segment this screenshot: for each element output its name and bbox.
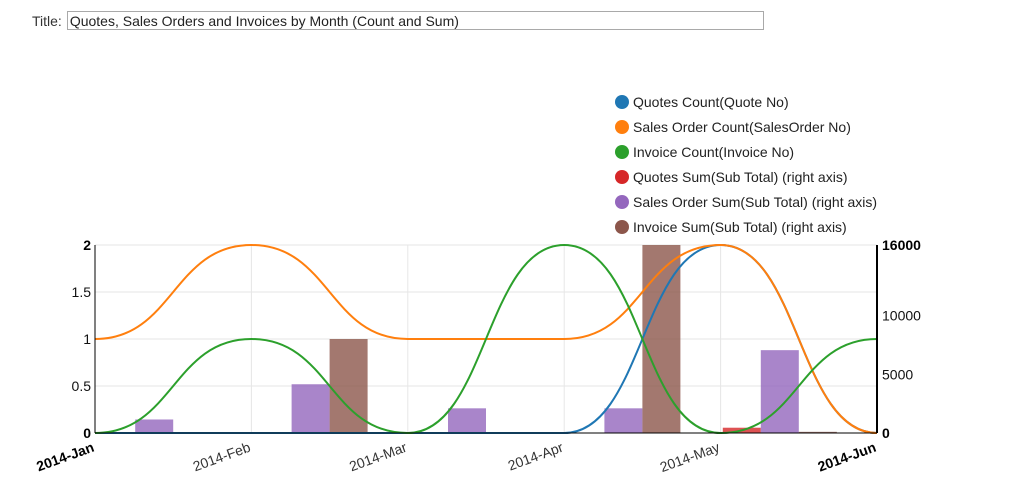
title-input[interactable] xyxy=(66,11,764,30)
bar-2-4 xyxy=(798,431,837,433)
legend-marker-5 xyxy=(615,220,629,234)
x-tick-label: 2014-Feb xyxy=(191,439,253,475)
bar-1-1 xyxy=(291,384,330,433)
title-row: Title: xyxy=(32,11,764,30)
right-tick-label: 10000 xyxy=(882,308,921,324)
x-tick-label: 2014-Apr xyxy=(506,439,566,474)
legend-label-1: Sales Order Count(SalesOrder No) xyxy=(633,119,851,135)
x-tick-label: 2014-Mar xyxy=(347,439,409,475)
legend-marker-3 xyxy=(615,170,629,184)
bar-series-group xyxy=(135,245,837,433)
bar-2-3 xyxy=(642,245,681,433)
legend-marker-0 xyxy=(615,95,629,109)
left-tick-label: 0 xyxy=(83,425,91,441)
legend-label-5: Invoice Sum(Sub Total) (right axis) xyxy=(633,219,847,235)
x-tick-label: 2014-Jun xyxy=(816,439,879,475)
bar-1-3 xyxy=(604,408,643,433)
legend-label-3: Quotes Sum(Sub Total) (right axis) xyxy=(633,169,848,185)
bar-1-2 xyxy=(448,408,486,433)
title-label: Title: xyxy=(32,12,62,29)
line-series-1 xyxy=(94,243,878,434)
legend-marker-4 xyxy=(615,195,629,209)
legend-label-4: Sales Order Sum(Sub Total) (right axis) xyxy=(633,194,877,210)
bar-1-0 xyxy=(135,419,174,433)
legend-label-0: Quotes Count(Quote No) xyxy=(633,94,789,110)
right-tick-label: 0 xyxy=(882,425,890,441)
left-tick-label: 2 xyxy=(83,237,91,253)
left-tick-label: 1.5 xyxy=(72,284,92,300)
chart-legend[interactable]: Quotes Count(Quote No) Sales Order Count(… xyxy=(615,94,877,235)
line-series-2 xyxy=(94,243,878,435)
right-tick-label: 16000 xyxy=(882,237,921,253)
legend-marker-2 xyxy=(615,145,629,159)
left-tick-label: 0.5 xyxy=(72,378,92,394)
left-tick-label: 1 xyxy=(83,331,91,347)
right-tick-label: 5000 xyxy=(882,366,913,382)
legend-label-2: Invoice Count(Invoice No) xyxy=(633,144,794,160)
legend-marker-1 xyxy=(615,120,629,134)
x-tick-label: 2014-May xyxy=(658,439,722,475)
x-tick-label: 2014-Jan xyxy=(34,439,96,475)
